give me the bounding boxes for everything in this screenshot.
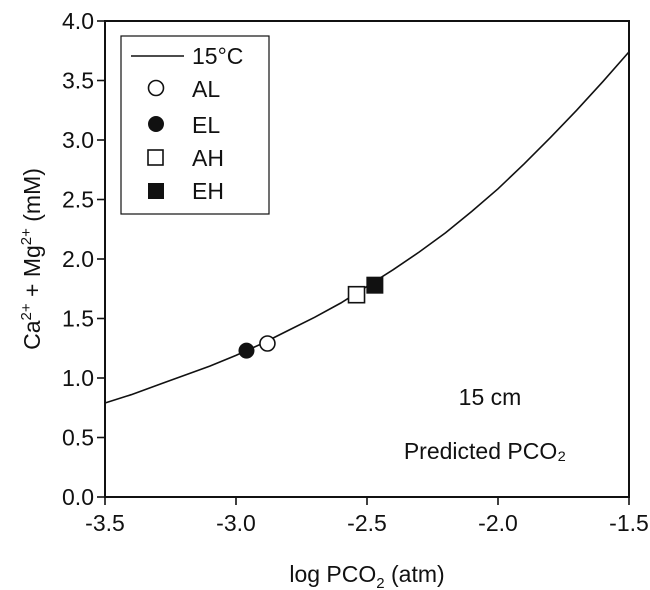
y-tick-label: 1.0 <box>62 365 94 391</box>
y-tick-label: 2.5 <box>62 187 94 213</box>
y-tick-label: 0.5 <box>62 425 94 451</box>
x-axis-title: log PCO2 (atm) <box>289 561 444 590</box>
legend-marker-eh <box>148 183 164 199</box>
series-layer <box>104 51 630 404</box>
annotation-depth: 15 cm <box>459 384 522 410</box>
x-tick-label: -2.0 <box>478 510 518 536</box>
x-tick-label: -1.5 <box>609 510 649 536</box>
marker-eh <box>366 276 384 294</box>
x-tick-label: -2.5 <box>347 510 387 536</box>
legend-label-ah: AH <box>192 145 224 171</box>
y-tick-label: 3.5 <box>62 68 94 94</box>
annotation-predicted-pco2: Predicted PCO₂ <box>404 438 566 464</box>
y-tick-label: 3.0 <box>62 127 94 153</box>
x-tick-label: -3.5 <box>85 510 125 536</box>
y-tick-label: 2.0 <box>62 246 94 272</box>
y-axis-title: Ca2+ + Mg2+ (mM) <box>18 168 45 350</box>
legend-marker-al <box>147 79 165 97</box>
y-tick-label: 1.5 <box>62 306 94 332</box>
y-tick-label: 4.0 <box>62 8 94 34</box>
legend-label-15c: 15°C <box>192 43 243 69</box>
legend-marker-ah <box>147 149 164 166</box>
ticks-layer: -3.5 -3.0 -2.5 -2.0 -1.5 0.0 0.5 1.0 1.5 2.0 2.5 3.… <box>62 8 649 536</box>
legend-label-eh: EH <box>192 178 224 204</box>
legend-label-al: AL <box>192 76 220 102</box>
marker-ah <box>347 285 366 304</box>
legend-label-el: EL <box>192 112 220 138</box>
legend-box <box>120 35 270 215</box>
marker-el <box>238 342 255 359</box>
x-tick-label: -3.0 <box>216 510 256 536</box>
y-tick-label: 0.0 <box>62 484 94 510</box>
marker-al <box>259 335 276 352</box>
legend-marker-el <box>148 116 164 132</box>
legend: 15°C AL EL AH EH <box>120 35 270 215</box>
